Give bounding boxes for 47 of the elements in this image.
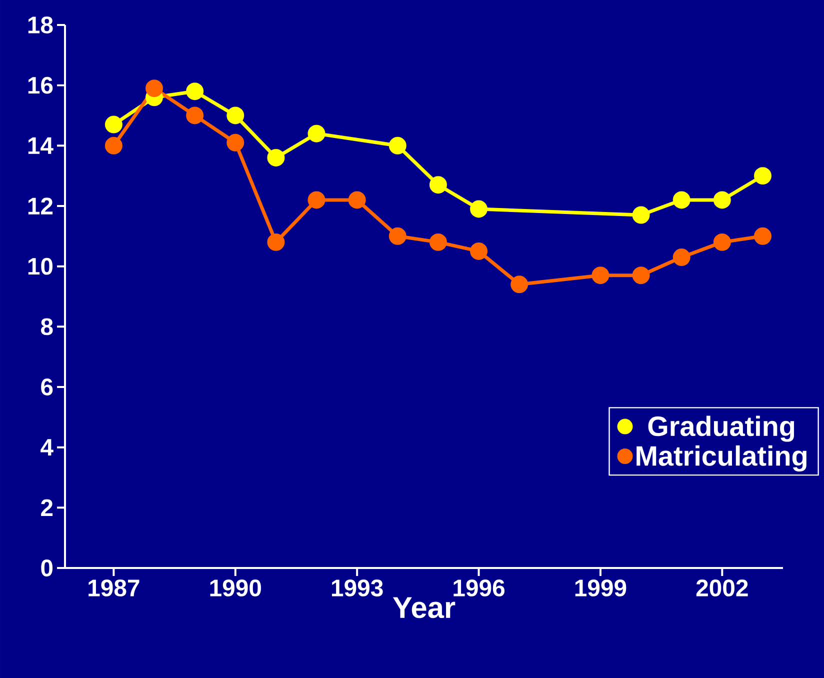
point (754, 227, 772, 245)
x-tick-label: 1987 (88, 580, 140, 596)
point (592, 266, 610, 284)
x-axis-title: Year (392, 597, 456, 618)
y-tick-label: 2 (41, 499, 53, 516)
point (388, 227, 406, 245)
point (510, 276, 528, 294)
point (388, 136, 406, 154)
point (267, 148, 285, 166)
point (470, 200, 488, 218)
x-tick-label: 2002 (696, 580, 748, 596)
x-tick-label: 1993 (332, 580, 383, 596)
y-tick-label: 4 (40, 439, 54, 456)
point (226, 134, 244, 152)
point (632, 266, 650, 284)
point (672, 248, 690, 266)
point (470, 242, 488, 260)
point (429, 176, 447, 194)
y-tick-label: 8 (40, 318, 53, 336)
y-tick-label: 18 (28, 16, 53, 34)
legend-label: Graduating (648, 416, 794, 442)
x-tick-label: 1990 (210, 580, 261, 596)
y-tick-label: 12 (28, 198, 53, 214)
y-tick-label: 6 (41, 378, 53, 396)
point (267, 233, 285, 251)
legend-label: Matriculating (636, 445, 806, 472)
point (713, 233, 731, 251)
point (104, 116, 122, 134)
point (754, 167, 772, 185)
x-tick-label: 1996 (454, 580, 504, 596)
point (308, 191, 326, 209)
point (186, 106, 204, 124)
point (713, 191, 731, 209)
point (226, 106, 244, 124)
point (348, 191, 366, 209)
point (672, 191, 690, 209)
y-tick-label: 14 (28, 137, 54, 154)
point (104, 136, 122, 154)
y-tick-label: 10 (28, 258, 53, 275)
y-tick-label: 16 (28, 76, 53, 94)
point (186, 82, 204, 100)
x-tick-label: 1999 (575, 580, 626, 596)
y-tick-label: 0 (41, 560, 53, 576)
point (308, 124, 326, 142)
point (146, 80, 163, 98)
point (632, 206, 650, 224)
point (429, 233, 447, 251)
